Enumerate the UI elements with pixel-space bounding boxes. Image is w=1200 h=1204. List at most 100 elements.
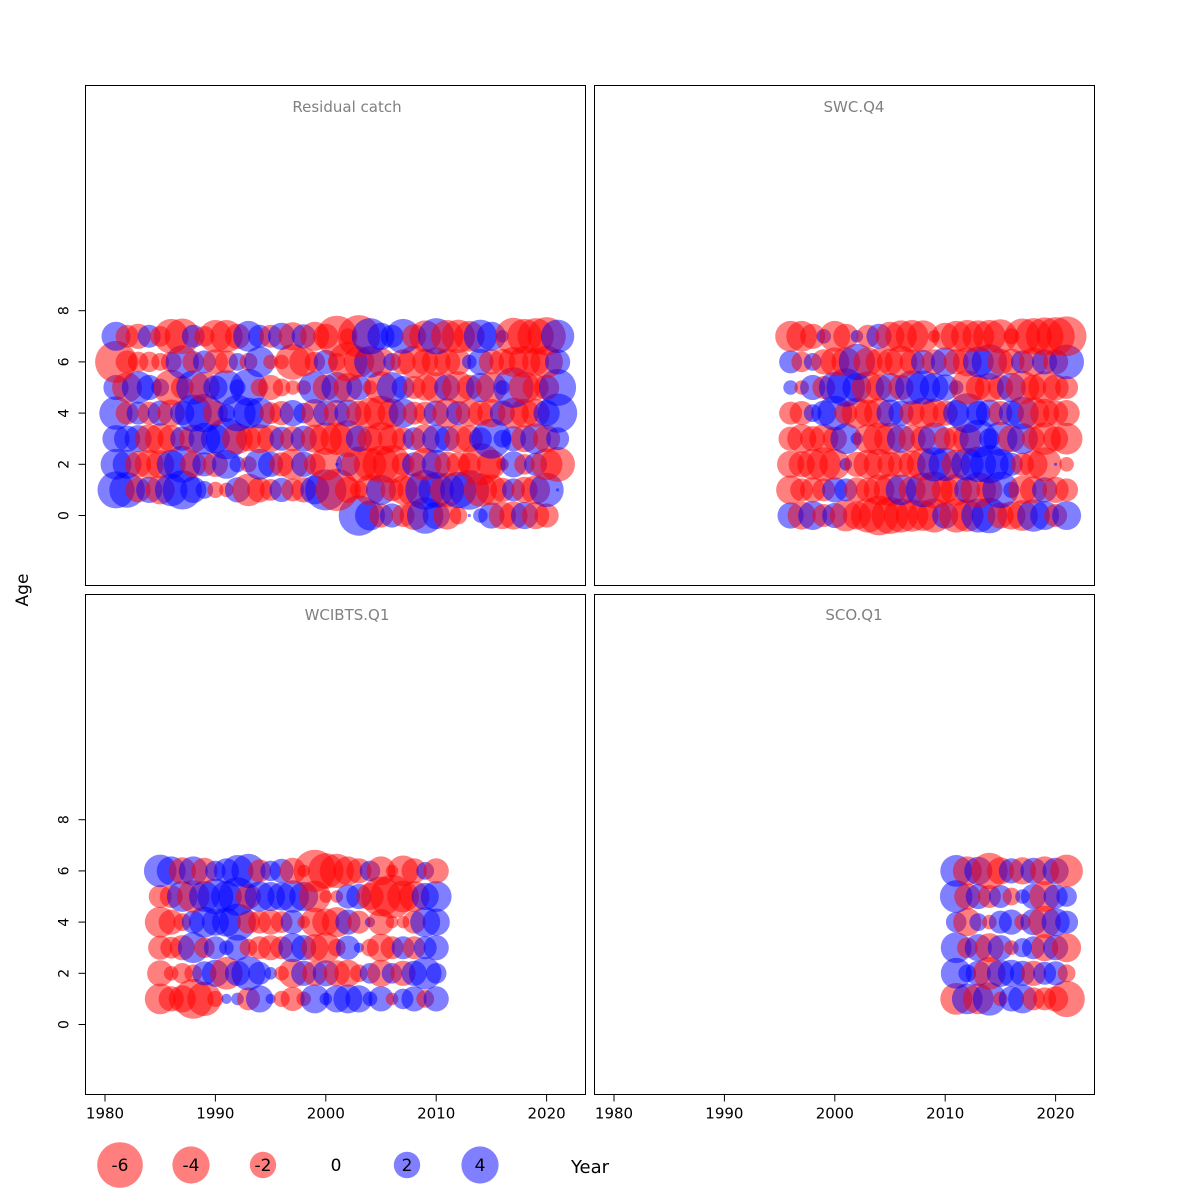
y-tick-label: 6 bbox=[57, 866, 73, 875]
residual-bubble bbox=[423, 986, 449, 1012]
residual-bubble bbox=[347, 910, 371, 934]
residual-bubble bbox=[830, 423, 862, 455]
x-tick-label: 1980 bbox=[86, 1105, 124, 1123]
residual-bubble bbox=[1054, 462, 1058, 466]
legend-bubble bbox=[393, 1151, 421, 1179]
panel-bubbles bbox=[143, 849, 452, 1019]
residual-bubble bbox=[221, 993, 232, 1005]
panel-title: WCIBTS.Q1 bbox=[305, 606, 390, 624]
residual-bubble bbox=[819, 448, 851, 480]
residual-bubble bbox=[1050, 854, 1083, 888]
y-tick-label: 6 bbox=[57, 357, 73, 366]
residual-bubble bbox=[833, 323, 859, 349]
residual-bubble bbox=[385, 915, 399, 929]
panel-frame-sco-q1 bbox=[594, 594, 1095, 1095]
residual-bubble bbox=[534, 503, 559, 528]
residual-bubble bbox=[1055, 376, 1079, 399]
residual-bubble bbox=[285, 380, 301, 395]
panel-title: SCO.Q1 bbox=[825, 606, 882, 624]
y-tick-label: 4 bbox=[57, 409, 73, 418]
residual-bubble bbox=[300, 984, 330, 1014]
residual-bubble bbox=[1055, 910, 1079, 934]
residual-bubble bbox=[545, 349, 571, 375]
residual-bubble bbox=[538, 393, 578, 433]
y-tick-label: 0 bbox=[57, 1020, 73, 1029]
legend-bubble bbox=[172, 1146, 210, 1184]
residual-bubble bbox=[280, 910, 305, 935]
residual-bubble bbox=[1050, 422, 1083, 455]
residual-bubble bbox=[248, 961, 272, 985]
residual-bubble bbox=[556, 488, 560, 492]
x-tick-label: 2010 bbox=[417, 1105, 455, 1123]
residual-bubble bbox=[449, 506, 468, 525]
y-tick-label: 2 bbox=[57, 460, 73, 469]
residual-bubble bbox=[425, 963, 447, 984]
x-tick-label: 2020 bbox=[528, 1105, 566, 1123]
panel-frame-swc-q4 bbox=[594, 85, 1095, 586]
residual-bubble bbox=[203, 936, 227, 960]
residual-bubble bbox=[335, 935, 360, 960]
axes-layer: 0 2 4 6 8 0 2 4 6 8 1980 1990 2000 2010 2020 1980 1990 20… bbox=[57, 306, 1075, 1122]
residual-bubble bbox=[972, 982, 1007, 1016]
residual-bubble bbox=[187, 981, 222, 1017]
bubbles-layer bbox=[95, 315, 1087, 1019]
residual-bubble bbox=[423, 935, 449, 961]
residual-bubble bbox=[423, 858, 449, 884]
residual-bubble bbox=[1002, 887, 1021, 906]
y-tick-label: 4 bbox=[57, 918, 73, 927]
residual-bubble bbox=[368, 986, 394, 1012]
residual-bubble bbox=[345, 985, 373, 1013]
legend-bubble bbox=[461, 1146, 499, 1184]
residual-bubble bbox=[346, 374, 372, 401]
y-tick-label: 8 bbox=[57, 306, 73, 315]
panel-title: SWC.Q4 bbox=[824, 98, 885, 116]
residual-bubble bbox=[264, 967, 277, 980]
x-tick-label: 1980 bbox=[595, 1105, 633, 1123]
panel-bubbles bbox=[775, 316, 1087, 536]
legend-label: -2 bbox=[255, 1156, 272, 1176]
residual-bubble bbox=[263, 354, 278, 370]
residual-bubble bbox=[540, 446, 575, 482]
residual-bubble bbox=[207, 990, 224, 1008]
legend-bubble bbox=[249, 1151, 277, 1179]
residual-bubble bbox=[309, 448, 343, 481]
residual-bubble bbox=[207, 481, 224, 498]
x-tick-label: 1990 bbox=[705, 1105, 743, 1123]
x-tick-label: 2000 bbox=[816, 1105, 854, 1123]
legend-label: -6 bbox=[112, 1156, 129, 1176]
residual-bubble bbox=[800, 323, 826, 349]
y-tick-label: 8 bbox=[57, 815, 73, 824]
x-tick-label: 2000 bbox=[307, 1105, 345, 1123]
residual-bubble bbox=[471, 418, 512, 459]
residual-bubble bbox=[1048, 980, 1085, 1018]
residual-bubble bbox=[366, 856, 396, 886]
residual-bubble bbox=[1052, 501, 1082, 530]
residual-bubble bbox=[540, 319, 575, 353]
residual-bubble bbox=[987, 935, 1014, 961]
residual-bubble bbox=[539, 369, 577, 406]
legend-label: 4 bbox=[475, 1156, 486, 1176]
x-tick-label: 1990 bbox=[196, 1105, 234, 1123]
y-tick-label: 2 bbox=[57, 969, 73, 978]
residual-bubble bbox=[147, 960, 174, 987]
residual-bubble bbox=[422, 908, 450, 936]
panel-title: Residual catch bbox=[292, 98, 401, 116]
residual-bubble bbox=[445, 348, 472, 375]
residual-bubble bbox=[1027, 447, 1062, 482]
legend-label: 0 bbox=[331, 1156, 342, 1176]
residual-bubble bbox=[1056, 886, 1077, 907]
residual-bubble bbox=[1053, 400, 1080, 427]
panel-frame-wcibts-q1 bbox=[85, 594, 586, 1095]
legend-label: -4 bbox=[183, 1156, 200, 1176]
legend-label: 2 bbox=[402, 1156, 413, 1176]
residual-bubble bbox=[467, 513, 471, 518]
panel-bubbles bbox=[939, 852, 1085, 1018]
residual-bubble bbox=[265, 993, 276, 1005]
residual-bubble bbox=[319, 890, 333, 903]
residual-bubble bbox=[230, 369, 267, 406]
residual-bubble bbox=[1059, 457, 1074, 472]
residual-bubble bbox=[244, 346, 275, 378]
residual-bubble bbox=[1057, 964, 1076, 983]
